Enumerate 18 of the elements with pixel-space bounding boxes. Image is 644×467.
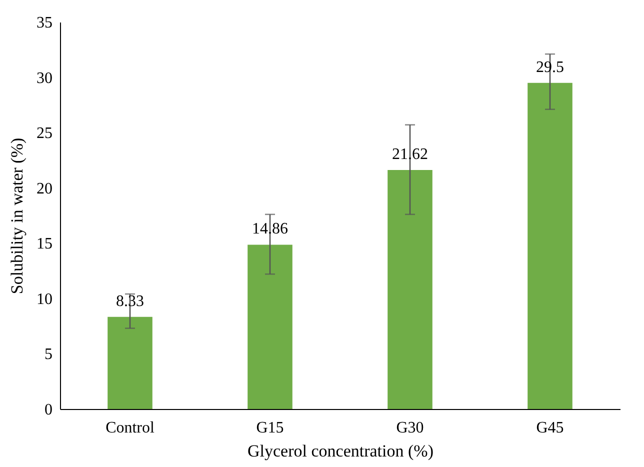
x-tick-label: G45 — [536, 420, 564, 436]
y-axis-title: Solubility in water (%) — [8, 138, 26, 294]
y-tick-label: 10 — [36, 290, 52, 308]
y-tick-label: 30 — [36, 70, 52, 87]
x-tick-label: Control — [106, 420, 155, 436]
x-tick-label: G30 — [396, 420, 424, 436]
bar — [248, 244, 292, 409]
y-tick-label: 5 — [44, 346, 52, 364]
y-tick-label: 25 — [36, 125, 52, 142]
y-tick-label: 20 — [36, 180, 52, 198]
bar — [108, 316, 152, 409]
bar — [388, 170, 432, 409]
y-tick-label: 0 — [44, 402, 52, 418]
y-tick-label: 35 — [36, 14, 52, 32]
y-tick-label: 15 — [36, 236, 52, 253]
x-tick-label: G15 — [256, 420, 284, 436]
bar — [528, 82, 572, 409]
x-axis-title: Glycerol concentration (%) — [248, 442, 434, 460]
